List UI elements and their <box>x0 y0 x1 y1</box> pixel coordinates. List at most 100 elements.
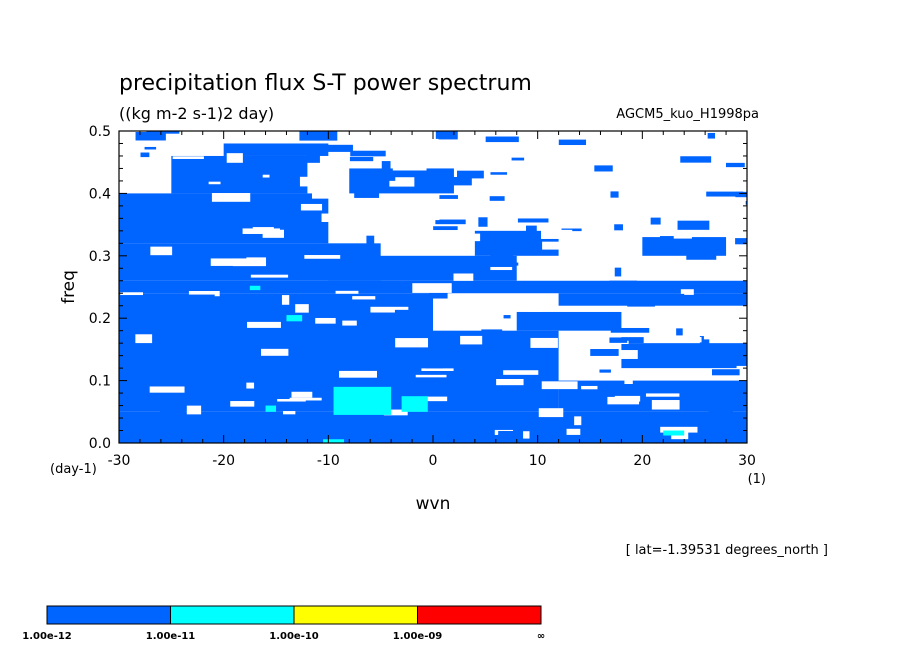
contour-fragment <box>258 303 272 310</box>
contour-fragment <box>503 370 539 375</box>
contour-fragment <box>699 336 710 346</box>
contour-fragment <box>723 396 747 405</box>
contour-fragment <box>172 156 204 159</box>
contour-fragment <box>621 179 643 189</box>
contour-fragment <box>490 252 513 258</box>
contour-fragment <box>736 365 747 373</box>
contour-fragment <box>383 409 408 416</box>
contour-fragment <box>706 191 744 197</box>
contour-fragment <box>726 162 745 168</box>
contour-fragment <box>291 391 313 398</box>
contour-fragment <box>728 224 747 233</box>
contour-fragment <box>676 375 687 381</box>
contour-fragment <box>295 304 309 313</box>
contour-fragment <box>349 156 374 162</box>
colorbar-swatch <box>417 606 541 624</box>
contour-fragment <box>140 152 150 158</box>
contour-fragment <box>707 132 716 139</box>
contour-fragment <box>147 155 157 163</box>
contour-fragment <box>131 251 165 259</box>
contour-fragment <box>498 430 524 441</box>
contour-fragment <box>266 186 287 192</box>
contour-fragment <box>645 393 680 397</box>
contour-fragment <box>315 317 336 324</box>
contour-fragment <box>149 386 185 393</box>
contour-fragment <box>541 381 578 390</box>
colorbar-label: ∞ <box>537 631 545 642</box>
contour-fragment <box>552 313 583 319</box>
contour-fragment <box>460 335 483 345</box>
colorbar-label: 1.00e-11 <box>146 631 196 642</box>
contour-fragment <box>339 370 377 378</box>
contour-fragment <box>680 289 694 295</box>
y-tick-label: 0.5 <box>89 124 111 140</box>
contour-fragment <box>561 228 582 232</box>
contour-fragment <box>421 368 454 372</box>
contour-fragment <box>160 410 186 417</box>
contour-region-l1-15 <box>516 311 622 331</box>
contour-fragment <box>120 292 144 296</box>
contour-fragment <box>135 132 166 141</box>
contour-fragment <box>490 266 513 271</box>
contour-fragment <box>538 282 575 289</box>
contour-fragment <box>167 396 201 401</box>
contour-fragment <box>157 235 187 242</box>
contour-fragment <box>350 150 386 157</box>
contour-fragment <box>250 132 264 140</box>
contour-fragment <box>558 139 587 146</box>
colorbar-swatch <box>294 606 418 624</box>
contour-fragment <box>392 165 427 171</box>
contour-fragment <box>648 311 687 318</box>
contour-fragment <box>675 203 701 212</box>
contour-fragment <box>581 385 598 390</box>
contour-fragment <box>530 337 558 348</box>
contour-fragment <box>261 348 289 356</box>
contour-fragment <box>610 327 650 333</box>
contour-fragment <box>188 294 215 298</box>
contour-fragment <box>435 219 466 225</box>
contour-gaps <box>120 131 747 441</box>
contour-fragment <box>370 306 409 313</box>
contour-fragment <box>502 412 528 418</box>
contour-fragment <box>435 131 458 140</box>
colorbar-label: 1.00e-12 <box>22 631 72 642</box>
contour-fragment <box>230 401 255 407</box>
contour-fragment <box>707 272 733 276</box>
contour-fragment <box>542 241 565 250</box>
x-tick-label: 20 <box>633 453 651 469</box>
contour-fill-level2 <box>249 285 685 443</box>
contour-fragment <box>226 153 243 163</box>
contour-fragment <box>453 273 474 281</box>
contour-fragment <box>574 416 582 426</box>
x-tick-label: -20 <box>212 453 235 469</box>
contour-fragment <box>490 172 508 175</box>
y-tick-label: 0.4 <box>89 186 111 202</box>
contour-fragment <box>727 141 747 145</box>
contour-fragment <box>676 328 683 336</box>
contour-fragment <box>444 176 472 186</box>
contour-fragment <box>541 229 573 239</box>
contour-fragment <box>542 154 580 159</box>
contour-fragment <box>299 176 331 187</box>
contour-fragment <box>686 254 717 260</box>
contour-fragment <box>283 411 296 415</box>
y-axis-label: freq <box>59 270 79 304</box>
contour-fragment <box>489 262 519 266</box>
contour-fragment <box>679 337 702 343</box>
contour-fragment <box>536 174 568 177</box>
contour-fragment <box>614 267 622 277</box>
contour-fragment <box>299 131 338 141</box>
contour-fragment <box>693 355 702 359</box>
contour-fragment <box>429 290 448 299</box>
x-tick-label: -30 <box>108 453 131 469</box>
contour-fragment <box>703 330 712 340</box>
colorbar-swatch <box>47 606 171 624</box>
colorbar-label: 1.00e-09 <box>393 631 443 642</box>
contour-fragment <box>135 334 153 344</box>
contour-fragment <box>186 405 202 415</box>
contour-fragment <box>126 136 137 144</box>
contour-fragment <box>624 379 633 385</box>
contour-fragment <box>311 191 339 199</box>
contour-fragment <box>211 193 251 202</box>
